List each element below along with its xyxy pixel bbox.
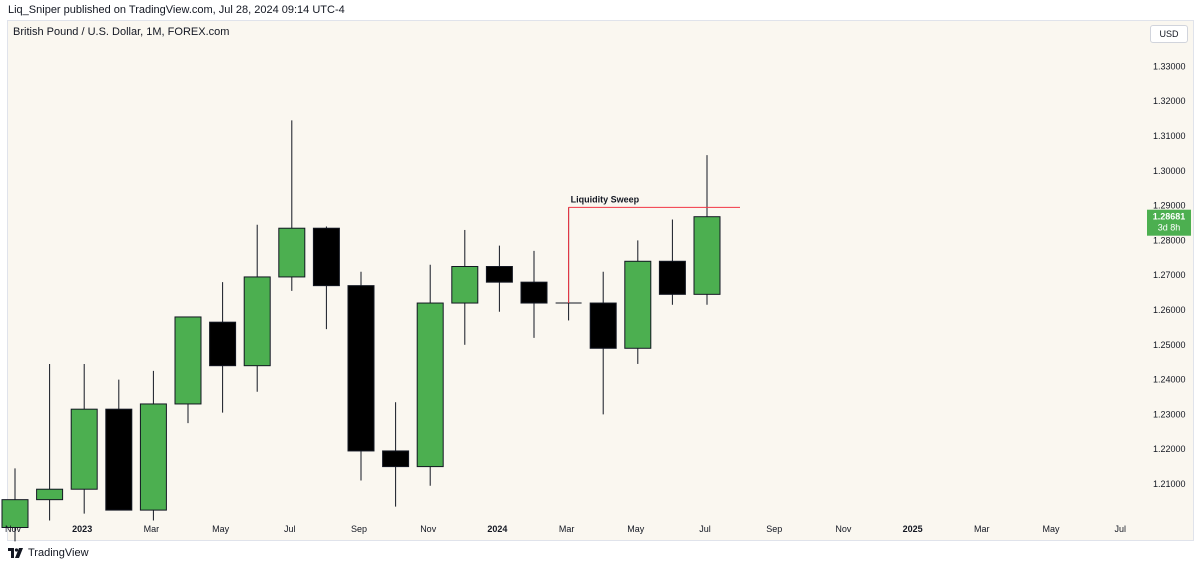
candle [209,282,237,413]
candle [312,226,340,330]
candle-body [382,450,410,468]
candle-body [658,260,686,295]
x-axis-tick-label: Mar [974,524,990,534]
x-axis-tick-label: Mar [559,524,575,534]
candle [347,271,375,481]
x-axis-tick-label: Jul [699,524,711,534]
candle [520,250,548,338]
chart-area[interactable] [7,20,1194,541]
candle-body [278,227,306,278]
candle-body [174,316,202,405]
candle-body [105,408,133,511]
last-price-countdown: 3d 8h [1158,223,1181,233]
y-axis-tick-label: 1.32000 [1153,96,1186,106]
candle-body [70,408,98,490]
candle [658,219,686,305]
candle [451,229,479,345]
candle [139,370,167,521]
x-axis-tick-label: 2023 [72,524,92,534]
currency-selector[interactable]: USD [1150,25,1188,43]
candle [70,363,98,514]
candle [105,379,133,511]
x-axis-tick-label: Nov [835,524,852,534]
y-axis-tick-label: 1.28000 [1153,235,1186,245]
candle-body [139,403,167,511]
symbol-title[interactable]: British Pound / U.S. Dollar, 1M, FOREX.c… [13,26,230,38]
tradingview-logo-icon [8,548,24,558]
candle [1,468,29,542]
x-axis-tick-label: Nov [420,524,437,534]
candle-body [624,260,652,349]
y-axis-tick-label: 1.26000 [1153,305,1186,315]
candle [174,316,202,424]
candle-body [451,266,479,304]
tradingview-brand: TradingView [28,547,89,559]
candle-body [1,499,29,529]
x-axis-tick-label: Sep [766,524,782,534]
x-axis-tick-label: 2025 [903,524,923,534]
candle [243,224,271,392]
x-axis-tick-label: 2024 [487,524,507,534]
candle [589,271,617,415]
y-axis-tick-label: 1.31000 [1153,131,1186,141]
y-axis-tick-label: 1.25000 [1153,340,1186,350]
candle [382,402,410,507]
x-axis-tick-label: Jul [1114,524,1126,534]
y-axis-tick-label: 1.33000 [1153,61,1186,71]
candle-body [520,281,548,304]
y-axis-tick-label: 1.22000 [1153,444,1186,454]
candle-body [209,321,237,367]
x-axis-tick-label: May [1042,524,1060,534]
x-axis-tick-label: Sep [351,524,367,534]
last-price-badge-bg [1147,209,1191,236]
candle [278,120,306,291]
x-axis-tick-label: May [212,524,230,534]
candle-body [36,488,64,501]
published-by-header: Liq_Sniper published on TradingView.com,… [8,4,345,16]
y-axis-tick-label: 1.21000 [1153,479,1186,489]
y-axis-tick-label: 1.27000 [1153,270,1186,280]
x-axis-tick-label: Nov [5,524,22,534]
y-axis-tick-label: 1.23000 [1153,409,1186,419]
y-axis-tick-label: 1.24000 [1153,375,1186,385]
candle-body [589,302,617,349]
liquidity-sweep-label: Liquidity Sweep [571,194,640,204]
y-axis-tick-label: 1.29000 [1153,201,1186,211]
last-price-value: 1.28681 [1153,212,1186,222]
candle-body [243,276,271,367]
tradingview-footer[interactable]: TradingView [8,546,89,560]
candle [485,245,513,312]
x-axis-tick-label: May [627,524,645,534]
candle [624,240,652,364]
y-axis-tick-label: 1.30000 [1153,166,1186,176]
x-axis-tick-label: Jul [284,524,296,534]
candle [416,264,444,486]
candle-body [693,216,721,295]
candle-body [347,285,375,452]
candle [36,363,64,521]
candle-body [312,227,340,287]
candle-body [485,266,513,283]
x-axis-tick-label: Mar [144,524,160,534]
candle-body [416,302,444,468]
candle [693,155,721,305]
